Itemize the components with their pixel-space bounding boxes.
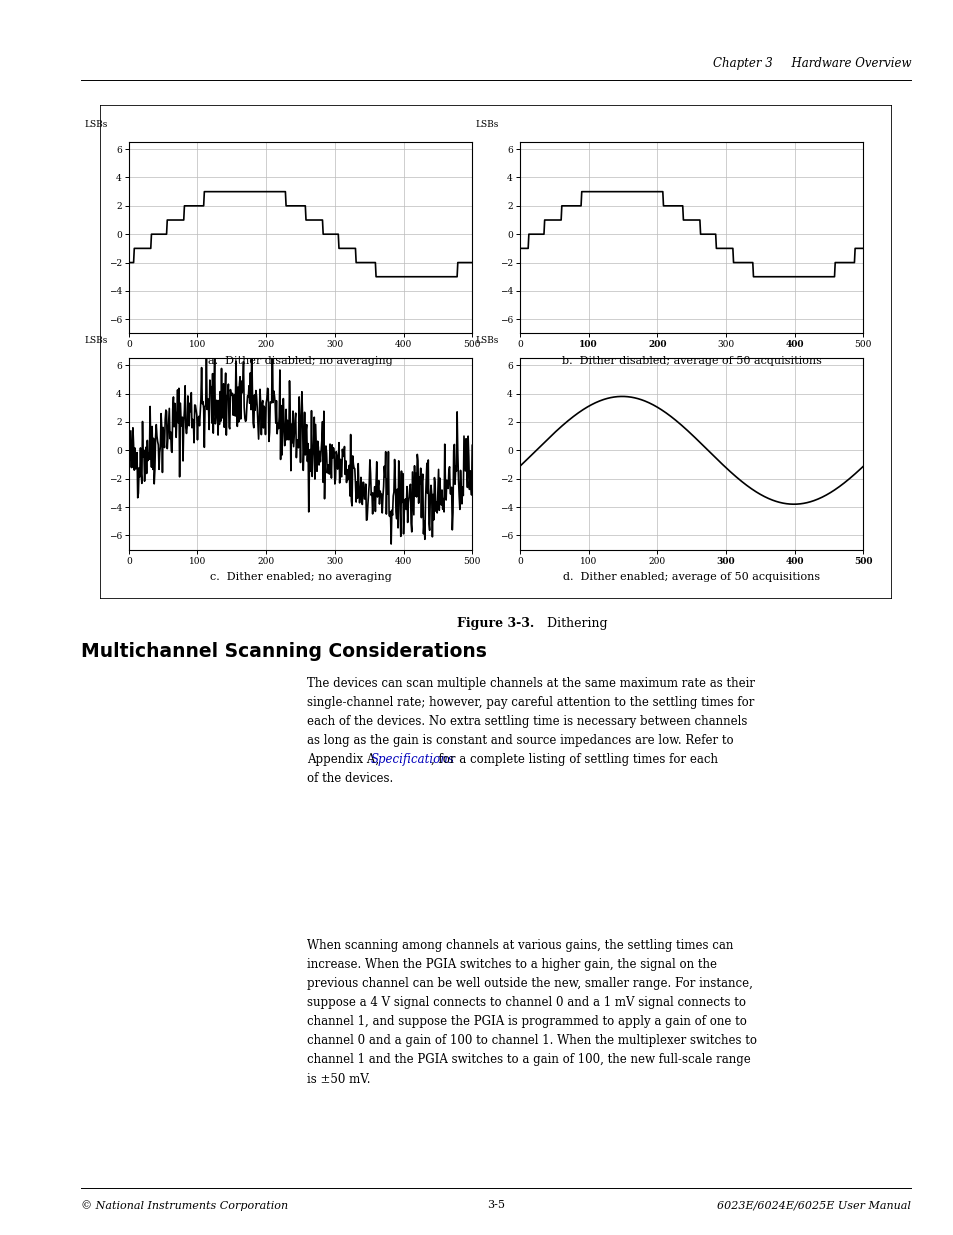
- Text: Multichannel Scanning Considerations: Multichannel Scanning Considerations: [81, 642, 486, 661]
- Text: , for a complete listing of settling times for each: , for a complete listing of settling tim…: [431, 753, 718, 767]
- Text: single-channel rate; however, pay careful attention to the settling times for: single-channel rate; however, pay carefu…: [307, 697, 754, 709]
- Text: Appendix A,: Appendix A,: [307, 753, 383, 767]
- Text: previous channel can be well outside the new, smaller range. For instance,: previous channel can be well outside the…: [307, 977, 752, 990]
- Text: c.  Dither enabled; no averaging: c. Dither enabled; no averaging: [210, 572, 391, 582]
- Text: LSBs: LSBs: [475, 336, 498, 345]
- Text: 3-5: 3-5: [487, 1200, 504, 1210]
- Text: LSBs: LSBs: [84, 120, 108, 128]
- Text: The devices can scan multiple channels at the same maximum rate as their: The devices can scan multiple channels a…: [307, 677, 755, 690]
- Text: channel 1 and the PGIA switches to a gain of 100, the new full-scale range: channel 1 and the PGIA switches to a gai…: [307, 1053, 750, 1067]
- Text: channel 0 and a gain of 100 to channel 1. When the multiplexer switches to: channel 0 and a gain of 100 to channel 1…: [307, 1035, 757, 1047]
- Text: Chapter 3     Hardware Overview: Chapter 3 Hardware Overview: [712, 57, 910, 70]
- Text: When scanning among channels at various gains, the settling times can: When scanning among channels at various …: [307, 939, 733, 952]
- Text: is ±50 mV.: is ±50 mV.: [307, 1072, 371, 1086]
- Text: Dithering: Dithering: [538, 618, 607, 631]
- Text: b.  Dither disabled; average of 50 acquisitions: b. Dither disabled; average of 50 acquis…: [561, 356, 821, 366]
- Text: as long as the gain is constant and source impedances are low. Refer to: as long as the gain is constant and sour…: [307, 734, 733, 747]
- Text: a.  Dither disabled; no averaging: a. Dither disabled; no averaging: [208, 356, 393, 366]
- Text: 6023E/6024E/6025E User Manual: 6023E/6024E/6025E User Manual: [717, 1200, 910, 1210]
- Text: Figure 3-3.: Figure 3-3.: [457, 618, 534, 631]
- Text: LSBs: LSBs: [475, 120, 498, 128]
- Text: channel 1, and suppose the PGIA is programmed to apply a gain of one to: channel 1, and suppose the PGIA is progr…: [307, 1015, 746, 1029]
- Text: d.  Dither enabled; average of 50 acquisitions: d. Dither enabled; average of 50 acquisi…: [562, 572, 820, 582]
- Text: increase. When the PGIA switches to a higher gain, the signal on the: increase. When the PGIA switches to a hi…: [307, 958, 717, 971]
- Text: each of the devices. No extra settling time is necessary between channels: each of the devices. No extra settling t…: [307, 715, 747, 729]
- Text: suppose a 4 V signal connects to channel 0 and a 1 mV signal connects to: suppose a 4 V signal connects to channel…: [307, 995, 745, 1009]
- Text: © National Instruments Corporation: © National Instruments Corporation: [81, 1200, 288, 1212]
- Text: LSBs: LSBs: [84, 336, 108, 345]
- Text: Specifications: Specifications: [371, 753, 455, 767]
- Text: of the devices.: of the devices.: [307, 773, 393, 785]
